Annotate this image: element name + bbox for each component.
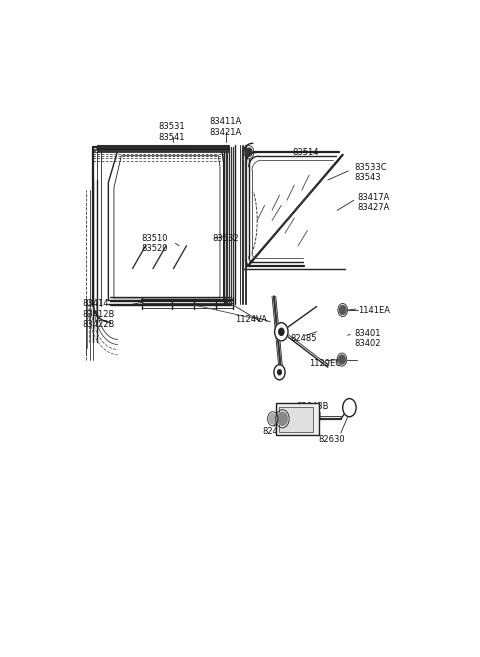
Text: 83417A
83427A: 83417A 83427A [358, 193, 390, 212]
Text: 1141EA: 1141EA [358, 306, 390, 315]
Circle shape [338, 355, 345, 364]
Text: 1129EC: 1129EC [309, 359, 341, 368]
Circle shape [279, 328, 284, 335]
Text: 83533C
83543: 83533C 83543 [354, 163, 386, 182]
FancyBboxPatch shape [279, 407, 313, 432]
Circle shape [274, 365, 285, 380]
Circle shape [269, 414, 276, 424]
Text: 82643B
82641: 82643B 82641 [296, 402, 329, 421]
Text: 82485: 82485 [290, 334, 317, 343]
Circle shape [246, 148, 252, 156]
Circle shape [339, 306, 346, 315]
Circle shape [277, 370, 281, 374]
Text: 82485: 82485 [263, 427, 289, 436]
Text: 83510
83520: 83510 83520 [142, 233, 168, 253]
Text: 83401
83402: 83401 83402 [354, 328, 380, 348]
Text: 83414
83412B
83422B: 83414 83412B 83422B [83, 299, 115, 329]
Text: 83514: 83514 [292, 148, 319, 156]
Text: 83532: 83532 [213, 234, 239, 242]
Text: 1124VA: 1124VA [235, 315, 267, 324]
Circle shape [343, 399, 356, 417]
Text: 83411A
83421A: 83411A 83421A [209, 117, 241, 137]
Text: 82630: 82630 [319, 434, 345, 443]
Circle shape [277, 412, 288, 425]
FancyBboxPatch shape [276, 403, 319, 436]
Circle shape [275, 323, 288, 341]
Text: 83531
83541: 83531 83541 [158, 122, 185, 142]
